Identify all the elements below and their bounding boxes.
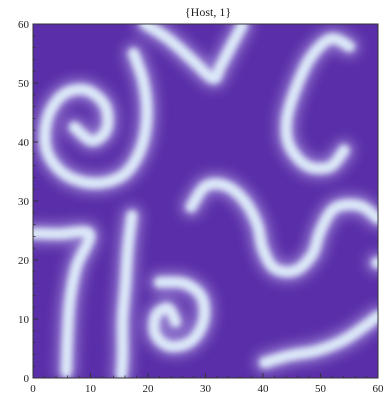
x-tick-label: 40 bbox=[258, 383, 270, 395]
x-tick-label: 10 bbox=[85, 383, 97, 395]
x-tick-label: 0 bbox=[30, 383, 36, 395]
heatmap-band-lower-center-curl bbox=[148, 276, 210, 352]
x-tick-label: 20 bbox=[143, 383, 155, 395]
y-tick-label: 20 bbox=[18, 255, 30, 267]
y-tick-label: 30 bbox=[18, 196, 30, 208]
y-tick-label: 0 bbox=[24, 373, 30, 385]
heatmap-band-upper-right-hook bbox=[280, 33, 355, 175]
y-tick-label: 50 bbox=[18, 78, 30, 90]
heatmap-band-top-center-v bbox=[139, 24, 248, 84]
heatmap-band-lower-right-arm bbox=[259, 310, 378, 369]
y-tick-label: 60 bbox=[18, 19, 30, 31]
heatmap-band-upper-left-spiral bbox=[39, 48, 153, 189]
heatmap-band-left-dogleg bbox=[33, 226, 96, 378]
x-tick-label: 30 bbox=[200, 383, 212, 395]
x-tick-label: 50 bbox=[315, 383, 327, 395]
x-axis: 0 10 20 30 40 50 60 bbox=[30, 373, 384, 395]
y-tick-label: 40 bbox=[18, 137, 30, 149]
x-tick-label: 60 bbox=[373, 383, 385, 395]
chart-title: {Host, 1} bbox=[185, 5, 231, 19]
heatmap-band-center-left-vertical bbox=[116, 210, 138, 378]
y-tick-label: 10 bbox=[18, 314, 30, 326]
heatmap-band-central-s bbox=[185, 178, 378, 278]
y-axis: 0 10 20 30 40 50 60 bbox=[18, 19, 38, 385]
